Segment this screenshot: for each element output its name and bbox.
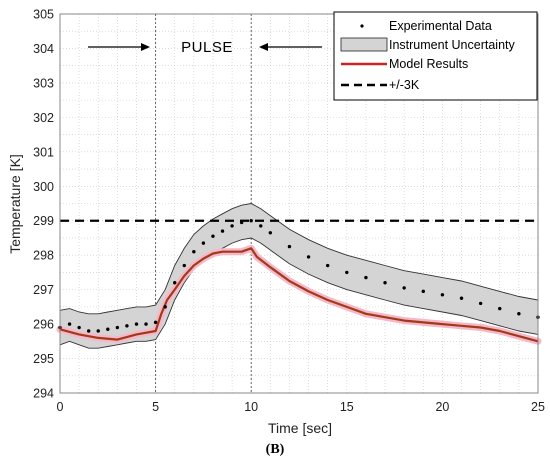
experimental-point (517, 312, 521, 316)
pulse-label: PULSE (181, 39, 233, 56)
y-tick-label: 294 (33, 387, 54, 401)
uncertainty-band (59, 203, 539, 349)
y-tick-label: 302 (33, 111, 54, 125)
experimental-point (459, 296, 464, 300)
model-results-line (59, 247, 539, 343)
experimental-point (182, 263, 186, 268)
pulse-arrow-right-head (259, 43, 268, 51)
experimental-point (478, 301, 483, 306)
legend-marker-experimental (360, 24, 364, 28)
y-tick-labels: 294 295 296 297 298 299 300 301 302 303 304 305 (33, 8, 54, 401)
experimental-point (86, 329, 91, 333)
x-tick-label: 0 (57, 400, 64, 414)
experimental-point (144, 322, 148, 326)
legend-label-experimental: Experimental Data (389, 19, 492, 33)
pulse-annotation: PULSE (88, 39, 322, 56)
experimental-point (134, 322, 139, 326)
x-axis-label: Time [sec] (268, 420, 332, 436)
y-tick-label: 304 (33, 42, 54, 56)
pulse-arrow-left-head (141, 43, 150, 51)
experimental-point (498, 306, 502, 311)
pulse-boundary-lines (155, 14, 252, 393)
uncertainty-band-upper (59, 203, 539, 315)
y-tick-label: 299 (33, 214, 54, 228)
x-tick-label: 10 (244, 400, 258, 414)
y-axis-label: Temperature [K] (7, 154, 23, 254)
experimental-point (440, 293, 445, 297)
experimental-point (259, 224, 263, 228)
y-tick-label: 296 (33, 318, 54, 332)
y-tick-label: 295 (33, 352, 54, 366)
experimental-point (249, 219, 253, 223)
experimental-point (77, 325, 81, 330)
experimental-point (67, 322, 72, 326)
experimental-point (421, 289, 425, 294)
experimental-point (220, 229, 225, 233)
experimental-point (364, 275, 368, 280)
experimental-data-series (58, 219, 540, 333)
legend-label-model: Model Results (389, 57, 468, 71)
temperature-chart: 0 5 10 15 20 25 294 295 296 297 298 299 300 301 302 30… (7, 8, 545, 437)
plot-frame (59, 13, 539, 394)
model-results-series (56, 244, 542, 345)
experimental-point (306, 255, 311, 259)
y-tick-label: 298 (33, 249, 54, 263)
y-tick-label: 301 (33, 145, 54, 159)
y-tick-label: 300 (33, 180, 54, 194)
y-tick-label: 305 (33, 8, 54, 22)
experimental-point (192, 250, 196, 254)
y-tick-label: 303 (33, 76, 54, 90)
legend-label-threshold: +/-3K (389, 78, 420, 92)
experimental-point (163, 305, 167, 309)
experimental-point (201, 241, 206, 245)
uncertainty-band-lower (59, 237, 539, 349)
experimental-point (345, 270, 349, 275)
experimental-point (325, 263, 330, 268)
experimental-point (173, 281, 177, 285)
x-tick-labels: 0 5 10 15 20 25 (57, 400, 545, 414)
legend-label-uncertainty: Instrument Uncertainty (389, 38, 515, 52)
experimental-point (402, 286, 406, 290)
plot-border (59, 13, 539, 394)
experimental-point (383, 281, 387, 285)
experimental-point (153, 320, 158, 325)
experimental-point (106, 327, 110, 331)
experimental-point (268, 231, 273, 235)
uncertainty-band-fill (60, 203, 538, 349)
legend: Experimental Data Instrument Uncertainty… (333, 11, 538, 101)
x-tick-label: 5 (152, 400, 159, 414)
experimental-point (230, 224, 234, 228)
y-tick-label: 297 (33, 283, 54, 297)
legend-marker-uncertainty (340, 37, 388, 52)
experimental-point (211, 234, 215, 238)
experimental-point (287, 244, 292, 249)
experimental-point (125, 324, 129, 328)
figure-caption: (B) (265, 442, 285, 457)
x-tick-label: 20 (435, 400, 449, 414)
experimental-point (96, 329, 100, 333)
experimental-point (115, 325, 120, 330)
x-tick-label: 25 (531, 400, 545, 414)
x-tick-label: 15 (340, 400, 354, 414)
